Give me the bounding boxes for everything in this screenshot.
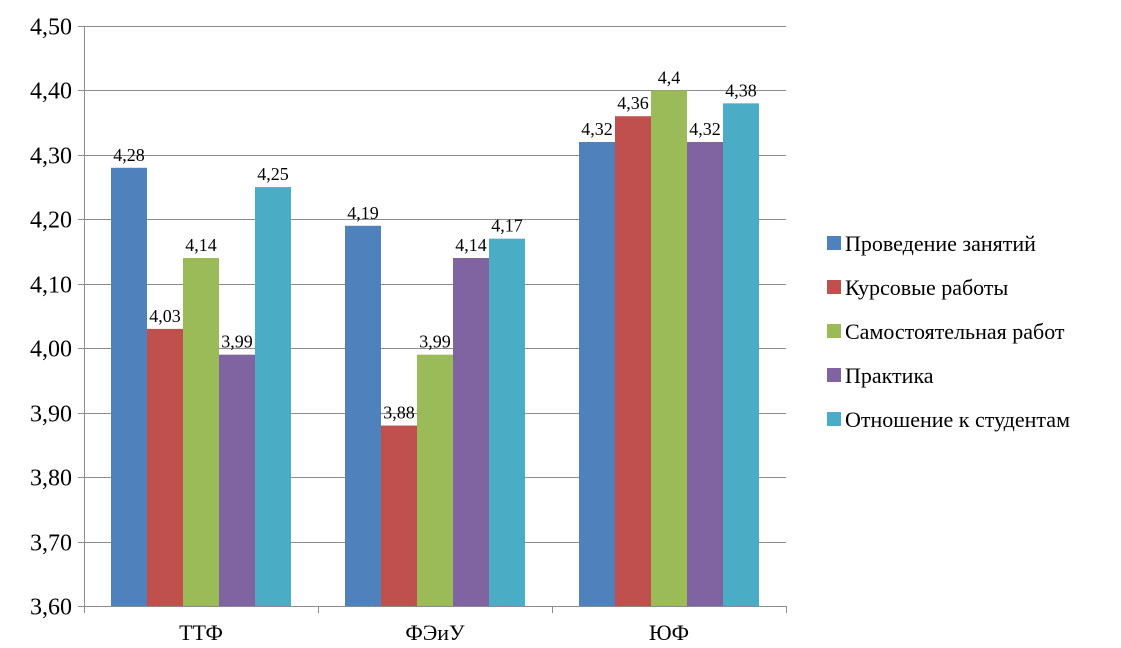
bar <box>579 142 615 606</box>
bar <box>183 258 219 606</box>
bar <box>651 90 687 606</box>
bar-value-label: 4,25 <box>257 164 289 184</box>
y-tick-label: 4,20 <box>30 208 72 234</box>
x-category-label: ЮФ <box>649 620 689 645</box>
bar <box>453 258 489 606</box>
bar-value-label: 4,28 <box>113 145 145 165</box>
bar-value-label: 4,14 <box>185 235 217 255</box>
legend-swatch <box>827 412 841 426</box>
bar <box>147 328 183 606</box>
legend-label: Самостоятельная работ <box>845 319 1065 344</box>
bar-value-label: 4,4 <box>658 67 681 87</box>
legend-label: Проведение занятий <box>845 231 1036 256</box>
bar-value-label: 4,32 <box>581 119 613 139</box>
y-tick-label: 4,50 <box>30 15 72 41</box>
y-tick-label: 4,00 <box>30 337 72 363</box>
bar-value-label: 4,38 <box>725 80 757 100</box>
axes: 3,60 3,70 3,80 3,90 4,00 4,10 4,20 4,30 4,40 4,50… <box>30 15 787 645</box>
bar-value-label: 4,03 <box>149 306 181 326</box>
y-tick-label: 4,40 <box>30 79 72 105</box>
legend: Проведение занятий Курсовые работы Самосто… <box>827 231 1070 432</box>
bar-value-label: 3,99 <box>221 332 253 352</box>
legend-swatch <box>827 324 841 338</box>
bar <box>111 167 147 606</box>
data-labels: 4,284,034,143,994,254,193,883,994,144,17… <box>113 67 757 422</box>
x-category-label: ФЭиУ <box>405 620 465 645</box>
y-tick-label: 4,10 <box>30 273 72 299</box>
legend-label: Практика <box>845 363 934 388</box>
legend-swatch <box>827 280 841 294</box>
bar-value-label: 4,36 <box>617 93 649 113</box>
bar <box>345 225 381 606</box>
legend-label: Курсовые работы <box>845 275 1009 300</box>
bar-value-label: 4,32 <box>689 119 721 139</box>
legend-swatch <box>827 236 841 250</box>
bar-value-label: 4,19 <box>347 203 379 223</box>
bar-value-label: 3,99 <box>419 332 451 352</box>
bar-value-label: 3,88 <box>383 403 415 423</box>
bars <box>111 90 759 606</box>
bar <box>417 354 453 606</box>
y-tick-label: 3,90 <box>30 402 72 428</box>
bar-value-label: 4,14 <box>455 235 487 255</box>
bar <box>723 103 759 606</box>
y-tick-label: 3,60 <box>30 595 72 621</box>
bar-value-label: 4,17 <box>491 216 523 236</box>
bar <box>219 354 255 606</box>
bar <box>489 238 525 606</box>
y-tick-label: 3,70 <box>30 531 72 557</box>
bar <box>615 116 651 606</box>
y-tick-label: 4,30 <box>30 144 72 170</box>
legend-label: Отношение к студентам <box>845 407 1070 432</box>
legend-swatch <box>827 368 841 382</box>
x-category-label: ТТФ <box>179 620 223 645</box>
bar <box>381 425 417 606</box>
bar <box>255 187 291 606</box>
bar <box>687 142 723 606</box>
y-tick-label: 3,80 <box>30 466 72 492</box>
